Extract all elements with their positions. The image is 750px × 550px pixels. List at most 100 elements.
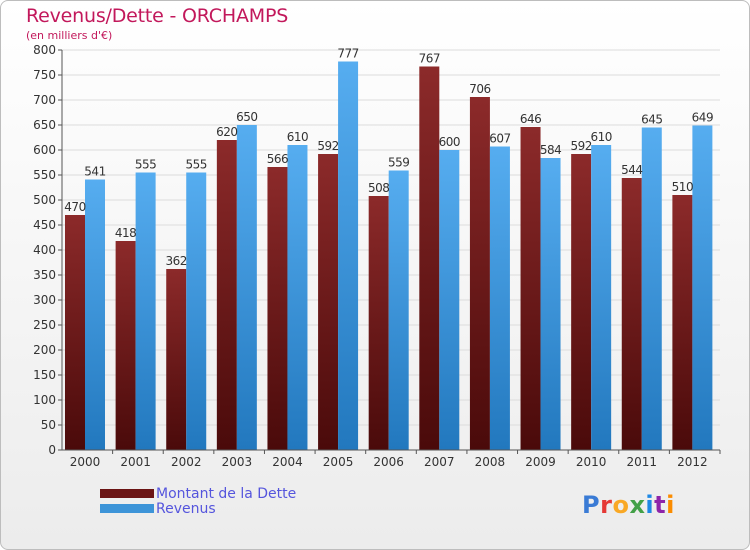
data-label-dette: 646 (520, 112, 541, 126)
y-tick-label: 400 (33, 243, 56, 257)
x-tick-label: 2007 (424, 455, 455, 469)
chart-subtitle: (en milliers d'€) (26, 29, 113, 42)
proxiti-logo: Proxiti (582, 491, 675, 519)
data-label-dette: 592 (317, 139, 338, 153)
y-tick-label: 0 (48, 443, 56, 457)
bar-dette (318, 154, 339, 450)
legend-label-dette: Montant de la Dette (156, 485, 297, 502)
bar-revenus (439, 150, 460, 450)
x-tick-label: 2003 (222, 455, 253, 469)
y-tick-label: 50 (41, 418, 56, 432)
bar-dette (267, 167, 288, 450)
data-label-revenus: 555 (135, 158, 156, 172)
data-label-revenus: 555 (186, 158, 207, 172)
y-tick-label: 350 (33, 268, 56, 282)
legend-item-revenus: Revenus (100, 500, 296, 517)
bar-revenus (236, 125, 257, 450)
y-tick-label: 650 (33, 118, 56, 132)
y-tick-label: 450 (33, 218, 56, 232)
bar-revenus (85, 179, 105, 450)
logo-letter: i (645, 491, 655, 519)
y-tick-label: 750 (33, 68, 56, 82)
x-tick-label: 2012 (677, 455, 708, 469)
data-label-revenus: 559 (388, 156, 409, 170)
logo-letter: P (582, 491, 601, 519)
legend-item-dette: Montant de la Dette (100, 485, 297, 502)
data-label-revenus: 777 (337, 47, 358, 61)
x-tick-label: 2008 (475, 455, 506, 469)
bar-revenus (692, 125, 713, 450)
x-tick-label: 2005 (323, 455, 354, 469)
y-tick-label: 100 (33, 393, 56, 407)
x-tick-label: 2004 (272, 455, 303, 469)
bar-revenus (135, 172, 156, 450)
data-label-revenus: 610 (590, 130, 611, 144)
data-label-dette: 508 (368, 181, 389, 195)
bar-dette (216, 140, 237, 450)
data-label-revenus: 610 (287, 130, 308, 144)
y-tick-label: 150 (33, 368, 56, 382)
data-label-dette: 706 (469, 82, 490, 96)
y-tick-label: 700 (33, 93, 56, 107)
data-label-revenus: 607 (489, 132, 510, 146)
logo-letter: t (654, 491, 667, 519)
bar-revenus (540, 158, 561, 450)
data-label-dette: 544 (621, 163, 642, 177)
logo-letter: i (666, 491, 675, 519)
chart-title: Revenus/Dette - ORCHAMPS (26, 5, 289, 27)
data-label-dette: 510 (672, 180, 693, 194)
data-label-dette: 418 (115, 226, 136, 240)
x-tick-label: 2009 (525, 455, 556, 469)
bar-revenus (287, 145, 308, 450)
bar-dette (166, 269, 187, 450)
bar-revenus (641, 127, 662, 450)
bar-revenus (338, 61, 359, 450)
legend-swatch-dette (100, 489, 154, 498)
bar-revenus (489, 146, 510, 450)
y-tick-label: 200 (33, 343, 56, 357)
bar-dette (419, 66, 440, 450)
x-tick-label: 2010 (576, 455, 607, 469)
data-label-revenus: 584 (540, 143, 561, 157)
x-tick-label: 2001 (120, 455, 151, 469)
data-label-revenus: 649 (692, 111, 713, 125)
bar-dette (368, 196, 389, 450)
bar-dette (469, 97, 490, 450)
y-tick-label: 600 (33, 143, 56, 157)
bar-dette (115, 241, 136, 450)
x-tick-label: 2011 (626, 455, 657, 469)
data-label-dette: 620 (216, 125, 237, 139)
x-tick-label: 2002 (171, 455, 202, 469)
x-tick-label: 2006 (373, 455, 404, 469)
bar-dette (571, 154, 592, 450)
legend-swatch-revenus (100, 504, 154, 513)
data-label-revenus: 600 (439, 135, 460, 149)
data-label-revenus: 541 (84, 165, 105, 179)
x-tick-label: 2000 (70, 455, 101, 469)
bar-dette (672, 195, 693, 450)
data-label-revenus: 650 (236, 110, 257, 124)
data-label-dette: 470 (64, 200, 85, 214)
y-tick-label: 250 (33, 318, 56, 332)
data-label-dette: 566 (267, 152, 288, 166)
y-tick-label: 550 (33, 168, 56, 182)
bar-revenus (186, 172, 207, 450)
y-tick-label: 800 (33, 43, 56, 57)
logo-letter: o (612, 491, 630, 519)
logo-letter: r (600, 491, 613, 519)
data-label-dette: 592 (570, 139, 591, 153)
bar-revenus (591, 145, 612, 450)
bar-revenus (388, 170, 409, 450)
data-label-dette: 362 (166, 254, 187, 268)
legend-label-revenus: Revenus (156, 500, 216, 517)
data-label-revenus: 645 (641, 113, 662, 127)
y-tick-label: 500 (33, 193, 56, 207)
bar-dette (621, 178, 642, 450)
y-tick-label: 300 (33, 293, 56, 307)
logo-letter: x (629, 491, 646, 519)
bar-dette (65, 215, 85, 450)
chart-legend: Montant de la Dette Revenus (100, 485, 297, 517)
data-label-dette: 767 (419, 52, 440, 66)
bar-dette (520, 127, 541, 450)
